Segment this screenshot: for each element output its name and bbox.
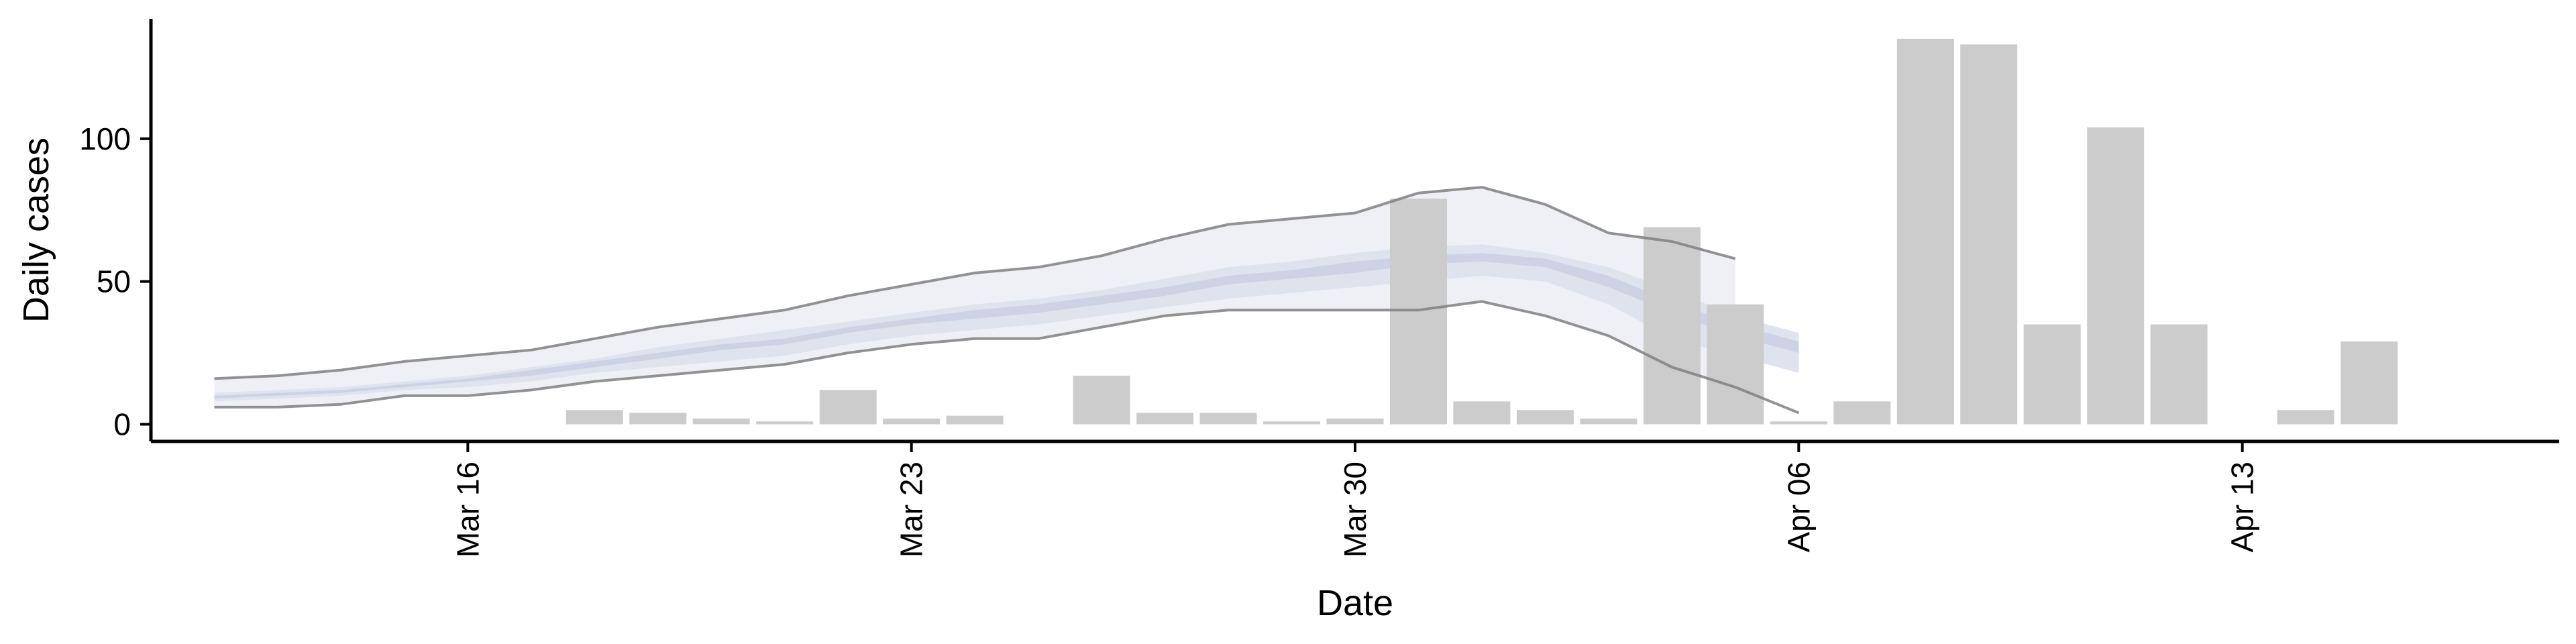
bar-2020-03-29	[1263, 421, 1320, 425]
forecast-median-band	[214, 253, 1799, 399]
bar-2020-03-28	[1199, 413, 1257, 425]
forecast-lower-line	[214, 300, 1800, 415]
bar-2020-04-06	[1770, 421, 1827, 425]
bar-2020-04-15	[2341, 341, 2398, 425]
bar-2020-03-26	[1073, 376, 1130, 425]
bar-2020-04-04	[1643, 227, 1701, 425]
x-tick-label-1: Mar 23	[894, 462, 929, 557]
bar-2020-03-21	[756, 421, 814, 425]
forecast-interval-lines	[214, 186, 1800, 415]
bar-2020-04-09	[1960, 44, 2018, 425]
y-axis-ticks: 0 50 100	[79, 121, 151, 441]
forecast-upper-line	[214, 186, 1736, 380]
x-axis-title: Date	[1317, 583, 1393, 623]
x-tick-label-3: Apr 06	[1781, 462, 1816, 553]
bar-2020-04-08	[1896, 38, 1954, 425]
bar-2020-03-30	[1326, 418, 1384, 425]
forecast-ribbons	[214, 187, 1799, 407]
y-axis-title: Daily cases	[16, 138, 56, 323]
bar-2020-03-27	[1136, 413, 1194, 425]
bar-2020-04-14	[2277, 410, 2334, 425]
bar-2020-04-02	[1516, 410, 1574, 425]
case-bars	[566, 38, 2398, 425]
bar-2020-03-19	[629, 413, 687, 425]
x-tick-label-0: Mar 16	[450, 462, 485, 557]
bar-2020-03-24	[946, 415, 1004, 425]
bar-2020-03-31	[1390, 199, 1447, 425]
bar-2020-03-18	[566, 410, 623, 425]
bar-2020-04-12	[2150, 324, 2208, 425]
bar-2020-04-10	[2023, 324, 2081, 425]
x-tick-label-4: Apr 13	[2225, 462, 2260, 553]
bar-2020-04-07	[1833, 401, 1891, 425]
bar-2020-04-05	[1707, 304, 1764, 425]
bar-2020-04-03	[1580, 418, 1638, 425]
bar-2020-03-22	[819, 390, 877, 425]
y-tick-label-100: 100	[79, 121, 131, 156]
bar-2020-03-23	[883, 418, 941, 425]
y-tick-label-50: 50	[97, 264, 131, 299]
y-tick-label-0: 0	[113, 407, 131, 441]
bar-2020-04-11	[2087, 127, 2145, 425]
x-tick-label-2: Mar 30	[1338, 462, 1373, 557]
forecast-outer-band	[214, 187, 1735, 407]
bar-2020-03-20	[692, 418, 750, 425]
x-axis-ticks: Mar 16 Mar 23 Mar 30 Apr 06 Apr 13	[450, 441, 2260, 557]
bar-2020-04-01	[1453, 401, 1511, 425]
